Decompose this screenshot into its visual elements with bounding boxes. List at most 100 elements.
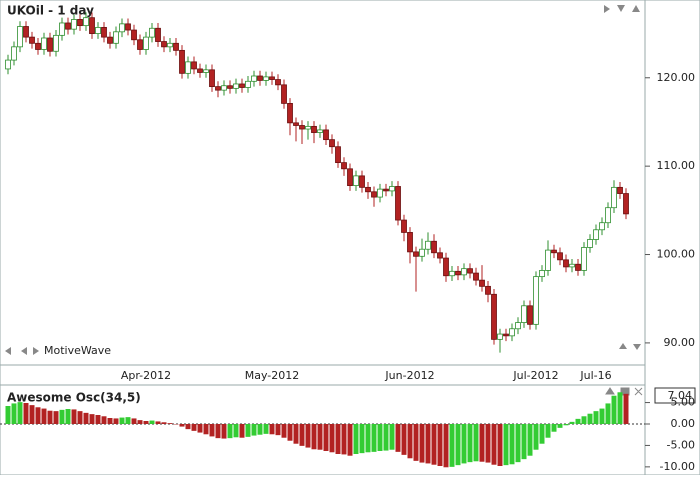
osc-bar xyxy=(198,424,203,433)
candle-body xyxy=(402,220,407,232)
candle-body xyxy=(288,103,293,122)
candle-body xyxy=(198,69,203,73)
osc-bar xyxy=(468,424,473,462)
candle-body xyxy=(246,81,251,87)
osc-bar xyxy=(474,424,479,461)
osc-bar xyxy=(342,424,347,454)
candle-body xyxy=(258,76,263,80)
candle-body xyxy=(552,250,557,253)
candle-body xyxy=(102,27,107,37)
osc-bar xyxy=(72,409,77,424)
osc-bar xyxy=(312,424,317,449)
osc-bar xyxy=(336,424,341,454)
osc-bar xyxy=(462,424,467,463)
osc-bar xyxy=(216,424,221,438)
candle-body xyxy=(582,247,587,270)
osc-bar xyxy=(324,424,329,451)
candle-body xyxy=(624,194,629,214)
candle-body xyxy=(360,176,365,187)
candle-body xyxy=(450,271,455,275)
osc-bar xyxy=(6,406,11,424)
osc-bar xyxy=(450,424,455,467)
x-tick-label: Apr-2012 xyxy=(121,369,171,382)
candle-body xyxy=(420,249,425,256)
candle-body xyxy=(72,19,77,29)
osc-bar xyxy=(354,424,359,454)
osc-bar xyxy=(618,392,623,424)
candle-body xyxy=(222,86,227,90)
candle-body xyxy=(408,232,413,251)
candle-body xyxy=(252,76,257,81)
osc-bar xyxy=(570,422,575,424)
candle-body xyxy=(468,269,473,273)
osc-bar xyxy=(546,424,551,438)
candle-body xyxy=(108,37,113,43)
osc-bar xyxy=(42,409,47,424)
osc-bar xyxy=(564,424,569,425)
candle-body xyxy=(90,18,95,34)
osc-bar xyxy=(582,416,587,424)
candle-body xyxy=(462,269,467,275)
osc-bar xyxy=(66,409,71,424)
osc-bar xyxy=(408,424,413,458)
osc-bar xyxy=(306,424,311,448)
osc-bar xyxy=(180,424,185,427)
osc-bar xyxy=(318,424,323,450)
y-tick-label: 120.00 xyxy=(657,71,696,84)
osc-bar xyxy=(606,403,611,424)
osc-bar xyxy=(510,424,515,464)
y-tick-label: -10.00 xyxy=(660,460,695,473)
candle-body xyxy=(300,125,305,129)
osc-bar xyxy=(108,418,113,424)
candle-body xyxy=(426,241,431,249)
candle-body xyxy=(48,38,53,51)
candle-body xyxy=(42,38,47,49)
candle-body xyxy=(492,294,497,339)
candle-body xyxy=(294,123,299,126)
osc-bar xyxy=(204,424,209,434)
x-tick-label: Jul-16 xyxy=(579,369,611,382)
candle-body xyxy=(216,87,221,91)
osc-bar xyxy=(120,418,125,424)
osc-bar xyxy=(234,424,239,437)
osc-bar xyxy=(402,424,407,455)
candle-body xyxy=(126,24,131,30)
osc-bar xyxy=(600,409,605,424)
candle-body xyxy=(204,70,209,73)
osc-bar xyxy=(156,421,161,424)
candle-body xyxy=(318,130,323,133)
candle-body xyxy=(114,32,119,43)
osc-bar xyxy=(300,424,305,446)
osc-bar xyxy=(264,424,269,434)
candle-body xyxy=(528,306,533,325)
candle-body xyxy=(234,84,239,88)
y-tick-label: 100.00 xyxy=(657,248,696,261)
osc-bar xyxy=(624,394,629,424)
osc-bar xyxy=(258,424,263,435)
y-tick-label: 90.00 xyxy=(664,336,696,349)
candle-body xyxy=(84,18,89,26)
candle-body xyxy=(30,37,35,43)
candle-body xyxy=(330,140,335,147)
osc-bar xyxy=(30,405,35,424)
osc-bar xyxy=(558,424,563,428)
osc-bar xyxy=(126,417,131,424)
osc-bar xyxy=(252,424,257,436)
osc-bar xyxy=(60,410,65,424)
candle-body xyxy=(366,187,371,191)
candle-body xyxy=(36,43,41,49)
osc-bar xyxy=(228,424,233,438)
candle-body xyxy=(264,77,269,81)
candle-body xyxy=(612,187,617,207)
osc-bar xyxy=(378,424,383,451)
osc-bar xyxy=(48,411,53,424)
candle-body xyxy=(162,42,167,47)
candle-body xyxy=(12,47,17,60)
candle-body xyxy=(498,334,503,339)
x-tick-label: Jul-2012 xyxy=(512,369,558,382)
osc-bar xyxy=(222,424,227,439)
osc-bar xyxy=(492,424,497,465)
price-panel xyxy=(0,0,645,365)
candle-body xyxy=(504,334,509,336)
